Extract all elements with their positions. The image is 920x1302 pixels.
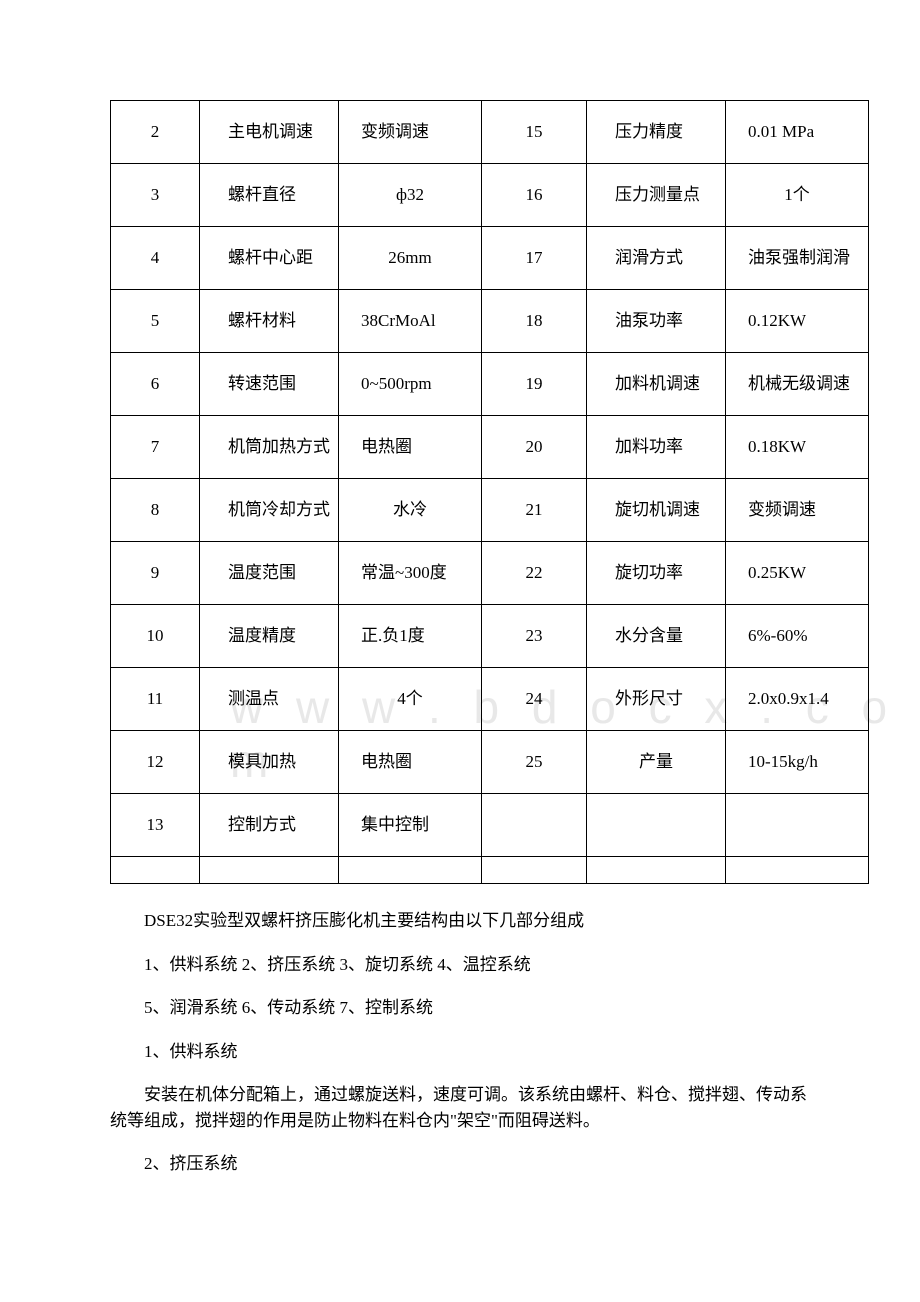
param-label: 润滑方式: [587, 227, 726, 290]
row-number: 22: [482, 542, 587, 605]
param-value: 0.01 MPa: [726, 101, 869, 164]
param-value: 38CrMoAl: [339, 290, 482, 353]
empty-cell: [200, 857, 339, 884]
row-number: 25: [482, 731, 587, 794]
row-number: 11: [111, 668, 200, 731]
param-value: 变频调速: [339, 101, 482, 164]
param-label: 温度精度: [200, 605, 339, 668]
row-number: 4: [111, 227, 200, 290]
param-label: 控制方式: [200, 794, 339, 857]
paragraph: 5、润滑系统 6、传动系统 7、控制系统: [110, 995, 810, 1021]
param-label: 螺杆直径: [200, 164, 339, 227]
param-value: [726, 794, 869, 857]
param-value: 0~500rpm: [339, 353, 482, 416]
row-number: 10: [111, 605, 200, 668]
param-label: 水分含量: [587, 605, 726, 668]
param-value: 10-15kg/h: [726, 731, 869, 794]
empty-cell: [482, 857, 587, 884]
param-label: 测温点: [200, 668, 339, 731]
param-value: 水冷: [339, 479, 482, 542]
param-label: 机筒冷却方式: [200, 479, 339, 542]
row-number: 2: [111, 101, 200, 164]
param-label: 压力测量点: [587, 164, 726, 227]
paragraph: DSE32实验型双螺杆挤压膨化机主要结构由以下几部分组成: [110, 908, 810, 934]
param-label: 旋切机调速: [587, 479, 726, 542]
param-label: 压力精度: [587, 101, 726, 164]
param-value: 4个: [339, 668, 482, 731]
paragraph: 安装在机体分配箱上，通过螺旋送料，速度可调。该系统由螺杆、料仓、搅拌翅、传动系统…: [110, 1082, 810, 1133]
spec-table: 2主电机调速变频调速15压力精度0.01 MPa3螺杆直径ф3216压力测量点1…: [110, 100, 869, 884]
param-label: 机筒加热方式: [200, 416, 339, 479]
param-value: 机械无级调速: [726, 353, 869, 416]
param-value: 0.12KW: [726, 290, 869, 353]
paragraph: 1、供料系统 2、挤压系统 3、旋切系统 4、温控系统: [110, 952, 810, 978]
row-number: 5: [111, 290, 200, 353]
row-number: 24: [482, 668, 587, 731]
row-number: 6: [111, 353, 200, 416]
param-value: ф32: [339, 164, 482, 227]
param-label: [587, 794, 726, 857]
row-number: 17: [482, 227, 587, 290]
body-text: DSE32实验型双螺杆挤压膨化机主要结构由以下几部分组成 1、供料系统 2、挤压…: [110, 908, 810, 1177]
param-value: 0.18KW: [726, 416, 869, 479]
row-number: 20: [482, 416, 587, 479]
param-value: 1个: [726, 164, 869, 227]
param-value: 2.0x0.9x1.4: [726, 668, 869, 731]
row-number: 23: [482, 605, 587, 668]
param-label: 外形尺寸: [587, 668, 726, 731]
param-value: 常温~300度: [339, 542, 482, 605]
param-label: 旋切功率: [587, 542, 726, 605]
empty-cell: [726, 857, 869, 884]
empty-cell: [111, 857, 200, 884]
param-value: 电热圈: [339, 731, 482, 794]
param-value: 油泵强制润滑: [726, 227, 869, 290]
row-number: 13: [111, 794, 200, 857]
empty-cell: [587, 857, 726, 884]
paragraph: 2、挤压系统: [110, 1151, 810, 1177]
row-number: 12: [111, 731, 200, 794]
param-value: 变频调速: [726, 479, 869, 542]
row-number: 3: [111, 164, 200, 227]
row-number: 8: [111, 479, 200, 542]
param-value: 0.25KW: [726, 542, 869, 605]
row-number: 16: [482, 164, 587, 227]
row-number: 19: [482, 353, 587, 416]
param-label: 加料机调速: [587, 353, 726, 416]
param-value: 集中控制: [339, 794, 482, 857]
param-value: 26mm: [339, 227, 482, 290]
row-number: 15: [482, 101, 587, 164]
param-label: 螺杆中心距: [200, 227, 339, 290]
row-number: 18: [482, 290, 587, 353]
row-number: 21: [482, 479, 587, 542]
paragraph: 1、供料系统: [110, 1039, 810, 1065]
param-label: 螺杆材料: [200, 290, 339, 353]
param-label: 油泵功率: [587, 290, 726, 353]
param-value: 电热圈: [339, 416, 482, 479]
param-label: 转速范围: [200, 353, 339, 416]
param-label: 模具加热: [200, 731, 339, 794]
param-label: 产量: [587, 731, 726, 794]
param-value: 正.负1度: [339, 605, 482, 668]
param-label: 加料功率: [587, 416, 726, 479]
row-number: 9: [111, 542, 200, 605]
param-value: 6%-60%: [726, 605, 869, 668]
param-label: 温度范围: [200, 542, 339, 605]
param-label: 主电机调速: [200, 101, 339, 164]
row-number: 7: [111, 416, 200, 479]
row-number: [482, 794, 587, 857]
empty-cell: [339, 857, 482, 884]
